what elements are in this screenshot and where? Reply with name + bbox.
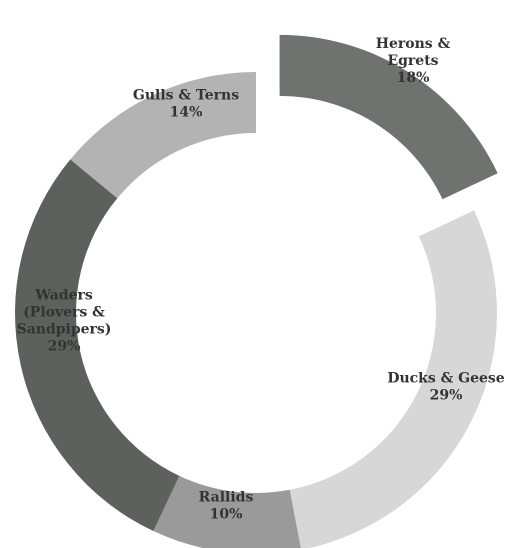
slice-value-label: 29% xyxy=(430,388,463,404)
slice-name-line: Egrets xyxy=(387,53,438,69)
slices-layer xyxy=(15,34,498,548)
slice-name-line: Sandpipers) xyxy=(17,322,112,338)
label-herons-egrets: Herons & Egrets 18% xyxy=(376,36,451,86)
slice-name-line: Rallids xyxy=(199,490,254,506)
slice-herons-egrets xyxy=(279,34,498,200)
slice-name-line: (Plovers & xyxy=(23,305,105,321)
label-ducks-geese: Ducks & Geese 29% xyxy=(387,371,504,404)
slice-name-line: Herons & xyxy=(376,36,451,52)
slice-name-line: Ducks & Geese xyxy=(387,371,504,387)
label-waders-plovers-sandpipers: Waders (Plovers & Sandpipers) 29% xyxy=(17,288,112,355)
slice-value-label: 10% xyxy=(210,507,243,523)
slice-rallids xyxy=(153,475,301,548)
slice-name-line: Waders xyxy=(34,288,93,304)
label-gulls-terns: Gulls & Terns 14% xyxy=(133,88,239,121)
slice-gulls-terns xyxy=(70,71,256,199)
slice-ducks-geese xyxy=(289,210,497,548)
slice-waders-plovers-sandpipers xyxy=(15,159,180,532)
label-rallids: Rallids 10% xyxy=(199,490,254,523)
slice-value-label: 29% xyxy=(48,339,81,355)
slice-value-label: 14% xyxy=(170,105,203,121)
slice-value-label: 18% xyxy=(397,70,430,86)
labels-layer: Herons & Egrets 18%Ducks & Geese 29%Rallids… xyxy=(17,36,505,523)
slice-name-line: Gulls & Terns xyxy=(133,88,239,104)
